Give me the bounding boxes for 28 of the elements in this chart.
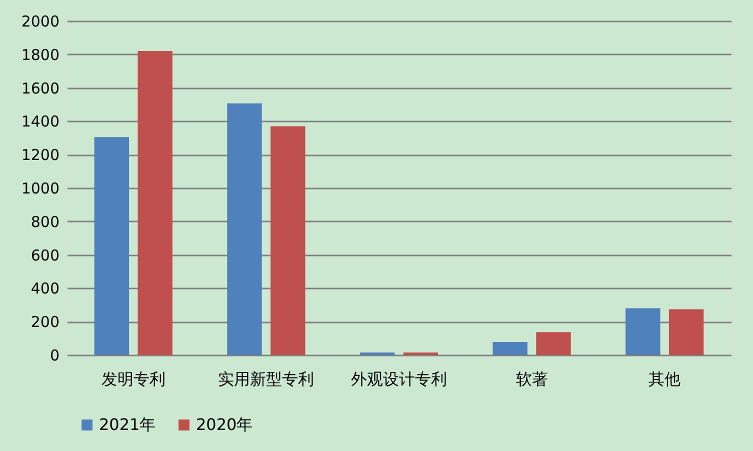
y-tick-label: 1600 [21,79,60,98]
x-tick-label: 其他 [648,370,681,388]
y-tick-label: 1000 [21,180,60,198]
x-tick-label: 发明专利 [101,370,166,388]
legend-label: 2021年 [99,415,156,434]
x-tick-label: 软著 [516,370,548,388]
bar [403,352,438,355]
y-tick-label: 400 [30,280,60,298]
y-tick-label: 800 [30,212,60,231]
y-tick-label: 1800 [21,46,60,64]
y-tick-label: 1200 [21,146,60,164]
bar [227,103,262,355]
bar [626,308,660,355]
bar [668,309,704,355]
bar [94,137,130,355]
x-tick-label: 外观设计专利 [351,370,447,388]
bar [536,332,571,355]
bar [138,51,172,355]
bar [492,342,528,355]
bar [270,126,306,355]
y-tick-label: 2000 [21,12,60,30]
bar [360,352,395,355]
y-tick-label: 200 [30,313,60,332]
y-tick-label: 1400 [21,112,60,131]
x-tick-label: 实用新型专利 [218,370,314,388]
y-tick-label: 0 [50,346,60,364]
legend-label: 2020年 [196,415,253,434]
y-tick-label: 600 [30,246,60,264]
